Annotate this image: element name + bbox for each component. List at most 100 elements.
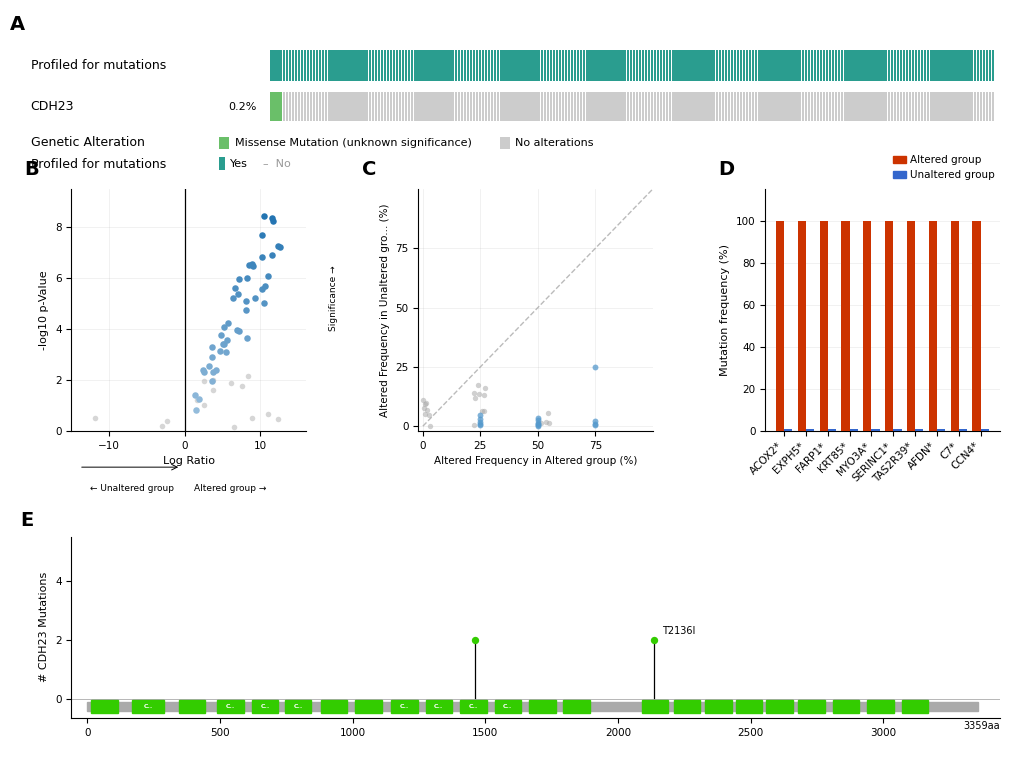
Bar (558, 92, 559, 121)
Bar (566, 92, 567, 121)
Bar (698, 92, 699, 121)
Bar (448, 92, 449, 121)
Bar (610, 50, 612, 81)
Bar (279, 92, 280, 121)
Bar (914, 428, 922, 431)
Bar (310, 92, 311, 121)
Text: A: A (10, 15, 25, 35)
Bar (911, 50, 912, 81)
Bar (713, 50, 714, 81)
Bar (937, 50, 940, 81)
Bar (401, 50, 403, 81)
Bar (333, 50, 334, 81)
Bar (786, 92, 787, 121)
Bar (380, 92, 381, 121)
Bar (484, 50, 485, 81)
Bar (616, 50, 619, 81)
Bar (355, 50, 356, 81)
Bar (446, 50, 447, 81)
Bar (949, 92, 950, 121)
Bar (399, 50, 401, 81)
Bar (493, 50, 494, 81)
Bar (625, 50, 626, 81)
Bar (893, 50, 894, 81)
Bar (660, 92, 661, 121)
Bar (703, 50, 704, 81)
Bar (802, 92, 803, 121)
Bar (714, 50, 716, 81)
Point (230, 325, 247, 337)
Bar (959, 92, 960, 121)
Bar (493, 92, 494, 121)
Bar (965, 92, 966, 121)
Bar (602, 92, 603, 121)
Bar (620, 92, 622, 121)
Bar (469, 92, 471, 121)
Bar (832, 700, 858, 713)
Point (203, 350, 219, 363)
Bar (324, 50, 326, 81)
Bar (534, 92, 535, 121)
Bar (382, 92, 383, 121)
Bar (748, 50, 749, 81)
Point (218, 346, 234, 358)
Bar (367, 92, 368, 121)
Bar (896, 92, 897, 121)
Bar (971, 92, 972, 121)
Bar (398, 50, 399, 81)
Bar (299, 50, 300, 81)
Bar (983, 92, 984, 121)
Bar (911, 92, 912, 121)
Bar (909, 92, 911, 121)
Bar (739, 50, 740, 81)
Bar (552, 92, 553, 121)
Bar (779, 50, 780, 81)
Bar (750, 92, 751, 121)
Bar (971, 221, 979, 431)
Point (472, 419, 488, 432)
Point (216, 321, 232, 334)
Bar (763, 50, 764, 81)
Bar (288, 92, 289, 121)
Bar (964, 50, 965, 81)
Bar (289, 50, 291, 81)
Bar (952, 50, 953, 81)
Bar (273, 50, 274, 81)
Bar (352, 92, 353, 121)
Bar (673, 50, 674, 81)
Bar (952, 92, 953, 121)
Bar (566, 50, 567, 81)
Point (477, 381, 493, 394)
Point (465, 419, 481, 432)
Bar (371, 92, 372, 121)
Bar (987, 92, 988, 121)
Bar (801, 92, 802, 121)
Bar (840, 50, 841, 81)
Text: E: E (20, 511, 34, 530)
Bar (362, 92, 364, 121)
Bar (506, 50, 508, 81)
Bar (377, 50, 378, 81)
Point (238, 332, 255, 344)
Bar (686, 92, 688, 121)
Bar (364, 92, 365, 121)
Bar (710, 50, 711, 81)
Bar (613, 50, 615, 81)
Bar (323, 50, 324, 81)
Bar (490, 50, 491, 81)
Bar (356, 50, 358, 81)
Bar (296, 92, 297, 121)
Bar (659, 50, 660, 81)
Bar (619, 92, 620, 121)
Bar (283, 50, 285, 81)
Bar (332, 92, 333, 121)
Point (159, 415, 175, 427)
Bar (741, 92, 742, 121)
Point (265, 215, 281, 227)
Bar (458, 50, 459, 81)
Bar (294, 92, 296, 121)
Bar (676, 50, 677, 81)
Bar (475, 50, 477, 81)
Bar (437, 92, 439, 121)
Bar (833, 50, 834, 81)
